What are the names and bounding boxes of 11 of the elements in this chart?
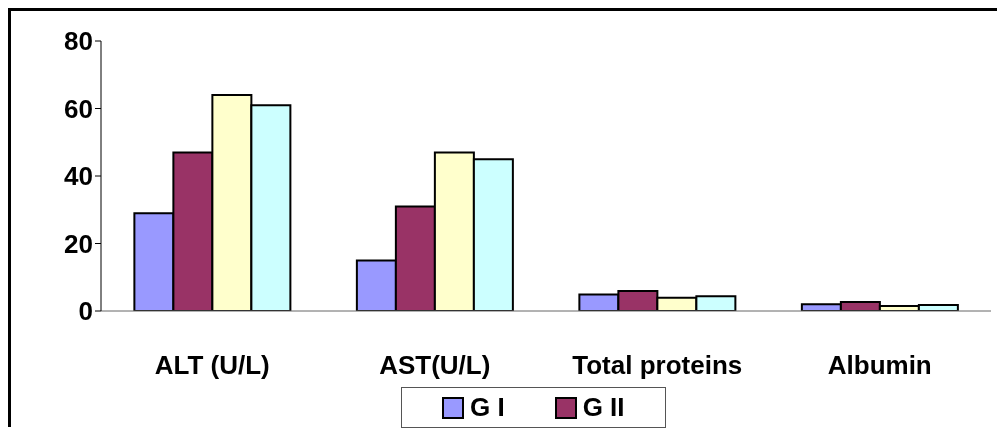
- y-tick-label: 40: [64, 161, 93, 192]
- x-tick-label: Total proteins: [572, 350, 743, 380]
- legend-label: G II: [582, 392, 625, 423]
- y-tick-label: 0: [78, 296, 93, 327]
- legend-label: G I: [470, 392, 505, 423]
- x-tick-label: AST(U/L): [379, 350, 491, 380]
- x-tick-label: ALT (U/L): [154, 350, 270, 380]
- x-tick-label: Albumin: [827, 350, 932, 380]
- y-tick-label: 20: [64, 228, 93, 259]
- y-tick-label: 80: [64, 26, 93, 57]
- y-tick-label: 60: [64, 93, 93, 124]
